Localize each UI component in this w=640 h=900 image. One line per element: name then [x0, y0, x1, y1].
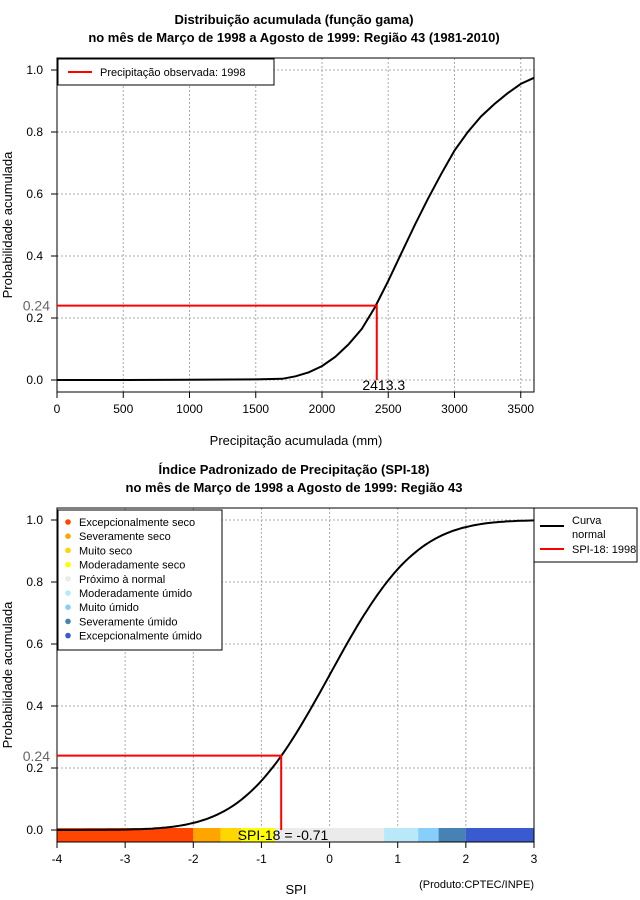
chart2-ytick-label: 0.4 — [26, 699, 43, 713]
chart1-axes: 0 500 1000 1500 2000 2500 3000 3500 0.0 0.2 0.4 0.6… — [26, 63, 534, 416]
chart2-bar-segment — [57, 828, 194, 842]
chart1-xtick-label: 1500 — [242, 402, 269, 416]
chart2-legend-label: Severamente úmido — [79, 616, 177, 628]
chart2-category-legend: Excepcionalmente seco Severamente seco Mui… — [57, 509, 223, 651]
chart2-ytick-label: 0.8 — [26, 575, 43, 589]
chart1-grid — [56, 58, 534, 392]
chart2-subtitle: no mês de Março de 1998 a Agosto de 1999… — [126, 480, 463, 495]
chart2-ylabel: Probabilidade acumulada — [0, 601, 15, 748]
chart2-bar-segment — [418, 828, 439, 842]
chart1-observed-marker — [57, 304, 378, 380]
chart1-marker-x-label: 2413.3 — [362, 377, 405, 393]
chart2-bar-segment — [384, 828, 419, 842]
chart2-legend-swatch — [65, 547, 71, 554]
chart1-title: Distribuição acumulada (função gama) — [174, 12, 413, 27]
chart2-legend-curve-label2: normal — [572, 529, 606, 541]
chart2-legend-swatch — [65, 576, 71, 582]
chart2-xtick-label: 3 — [531, 852, 538, 866]
chart1-xtick-label: 1000 — [176, 402, 203, 416]
chart1-legend-box — [57, 58, 275, 86]
chart2-legend-swatch — [65, 604, 71, 610]
chart2-right-legend: Curva normal SPI-18: 1998 — [533, 507, 638, 563]
chart2-normal-curve — [57, 519, 535, 831]
chart2-legend-label: Moderadamente seco — [79, 560, 185, 572]
chart2-spi-marker — [57, 754, 283, 830]
chart1-ytick-label: 0.8 — [26, 125, 43, 139]
chart1-ytick-label: 0.4 — [26, 249, 43, 263]
chart2-frame — [56, 507, 535, 843]
chart2-axes: -4 -3 -2 -1 0 1 2 3 0.0 0.2 0.4 0.6 0.8 1.0 — [26, 513, 537, 866]
chart2-right-legend-box — [533, 507, 638, 563]
chart1-legend-label: Precipitação observada: 1998 — [100, 67, 246, 79]
chart1-xtick-label: 500 — [113, 402, 133, 416]
chart1-ytick-label: 0.0 — [26, 373, 43, 387]
chart2-xlabel: SPI — [286, 882, 307, 897]
chart2-xtick-label: -2 — [188, 852, 199, 866]
chart2-legend-swatch — [65, 618, 71, 625]
chart2-legend-swatch — [65, 632, 71, 639]
chart1-xtick-label: 2000 — [309, 402, 336, 416]
chart2-bar-segment — [275, 828, 385, 842]
chart2-marker-y-label: 0.24 — [23, 748, 50, 764]
chart1-ylabel: Probabilidade acumulada — [0, 151, 15, 298]
chart2-ytick-label: 0.2 — [26, 761, 43, 775]
chart2-legend-label: Excepcionalmente seco — [79, 517, 195, 529]
chart2-bar-segment — [240, 828, 276, 842]
chart2-bar-segment — [465, 828, 534, 842]
chart1-marker-y-label: 0.24 — [23, 298, 50, 314]
chart2-ytick-label: 1.0 — [26, 513, 43, 527]
chart2-legend-swatch — [65, 533, 71, 539]
chart1-xtick-label: 3500 — [507, 402, 534, 416]
chart2-spi-category-bar — [57, 828, 534, 842]
chart2-xtick-label: -1 — [256, 852, 267, 866]
chart2-bar-segment — [193, 828, 221, 842]
chart2-xtick-label: -4 — [52, 852, 63, 866]
chart2-bar-segment — [438, 828, 466, 842]
chart1-frame — [56, 57, 535, 393]
chart2-legend-label: Moderadamente úmido — [79, 588, 192, 600]
chart2-category-legend-box — [57, 509, 223, 651]
chart2-legend-label: Muito seco — [79, 545, 132, 557]
chart1-ytick-label: 0.2 — [26, 311, 43, 325]
chart2-xtick-label: 0 — [326, 852, 333, 866]
footer-credit: (Produto:CPTEC/INPE) — [419, 879, 534, 891]
chart2-legend-swatch — [65, 561, 71, 568]
chart2-spi-value-label: SPI-18 = -0.71 — [238, 827, 329, 843]
chart2-legend-swatch — [65, 519, 71, 525]
chart1-legend: Precipitação observada: 1998 — [57, 58, 275, 86]
chart2-legend-swatch — [65, 590, 71, 596]
chart1-xtick-label: 0 — [54, 402, 61, 416]
chart2-legend-label: Muito úmido — [79, 602, 139, 614]
chart2-legend-spi-label: SPI-18: 1998 — [572, 544, 636, 556]
chart1-xtick-label: 2500 — [375, 402, 402, 416]
chart2-legend-curve-label: Curva — [572, 515, 602, 527]
chart2-title: Índice Padronizado de Precipitação (SPI-… — [159, 462, 430, 477]
chart1-xtick-label: 3000 — [441, 402, 468, 416]
chart2-xtick-label: 1 — [394, 852, 401, 866]
chart1-gamma-curve — [57, 76, 535, 381]
chart2-ytick-label: 0.0 — [26, 823, 43, 837]
chart1-xlabel: Precipitação acumulada (mm) — [210, 433, 383, 448]
chart2-ytick-label: 0.6 — [26, 637, 43, 651]
chart2-legend-label: Severamente seco — [79, 531, 171, 543]
chart1-ytick-label: 0.6 — [26, 187, 43, 201]
chart2-xtick-label: 2 — [463, 852, 470, 866]
chart2-bar-segment — [220, 828, 241, 842]
chart2-legend-label: Próximo à normal — [79, 574, 165, 586]
chart2-legend-label: Excepcionalmente úmido — [79, 631, 202, 643]
chart1-ytick-label: 1.0 — [26, 63, 43, 77]
chart1-subtitle: no mês de Março de 1998 a Agosto de 1999… — [88, 30, 499, 45]
chart2-xtick-label: -3 — [120, 852, 131, 866]
